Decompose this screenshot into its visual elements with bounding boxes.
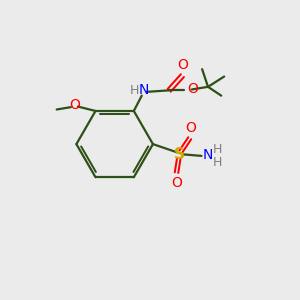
Text: H: H	[213, 156, 222, 169]
Text: O: O	[171, 176, 182, 190]
Text: H: H	[129, 84, 139, 97]
Text: S: S	[174, 147, 185, 162]
Text: N: N	[139, 83, 149, 98]
Text: O: O	[185, 121, 196, 135]
Text: N: N	[203, 148, 213, 162]
Text: H: H	[213, 143, 222, 156]
Text: O: O	[177, 58, 188, 72]
Text: O: O	[188, 82, 198, 96]
Text: O: O	[69, 98, 80, 112]
